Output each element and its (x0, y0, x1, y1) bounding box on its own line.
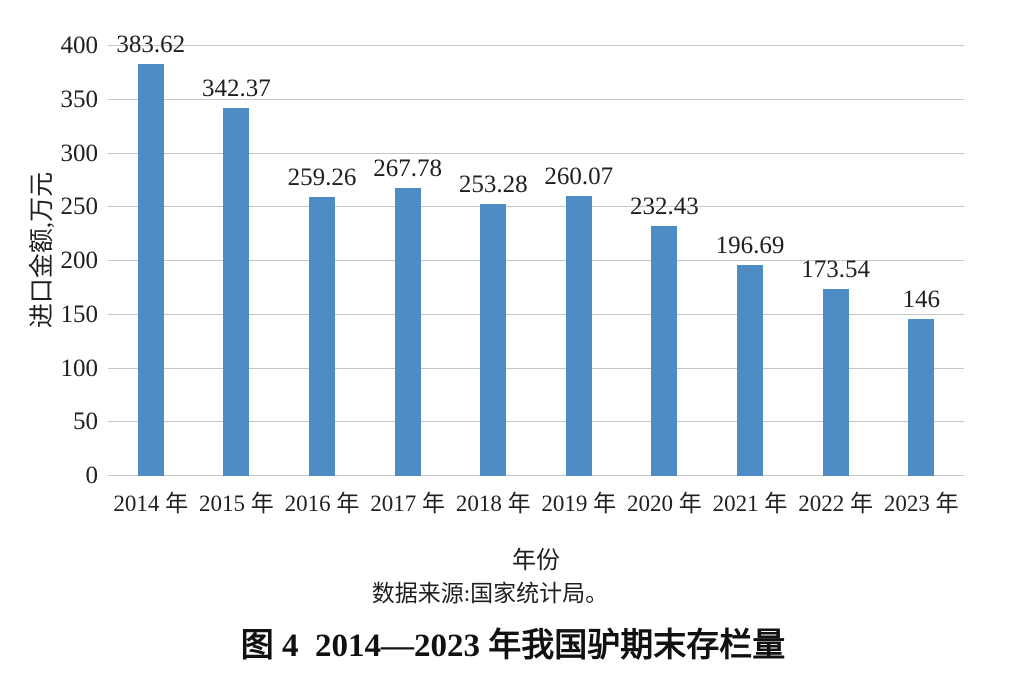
x-tick-label: 2015 年 (199, 491, 274, 516)
figure-caption: 图 4 2014—2023 年我国驴期末存栏量 (240, 628, 786, 664)
x-tick-label: 2023 年 (883, 491, 959, 516)
gridline (108, 45, 964, 46)
value-label: 267.78 (373, 155, 442, 183)
x-tick-label: 2014 年 (113, 491, 189, 516)
gridline (108, 260, 964, 261)
value-label: 146 (902, 286, 940, 314)
x-tick-label: 2021 年 (712, 491, 788, 516)
y-tick-label: 50 (73, 408, 98, 436)
y-tick-label: 100 (60, 354, 99, 382)
y-tick-label: 200 (60, 247, 99, 274)
x-tick-label: 2018 年 (455, 491, 531, 516)
bar (137, 63, 164, 476)
gridline (108, 206, 964, 208)
value-label: 260.07 (544, 163, 614, 191)
x-tick-label: 2017 年 (370, 491, 445, 516)
value-label: 196.69 (715, 231, 785, 259)
value-label: 232.43 (630, 193, 699, 221)
y-tick-label: 400 (60, 32, 99, 59)
y-tick-label: 350 (60, 85, 99, 113)
value-label: 383.62 (116, 30, 186, 58)
gridline (108, 313, 964, 315)
data-source-note: 数据来源:国家统计局。 (371, 581, 609, 606)
value-label: 253.28 (458, 170, 528, 198)
bar (480, 203, 507, 476)
x-tick-label: 2020 年 (627, 491, 702, 516)
bar (223, 107, 250, 476)
gridline (108, 98, 964, 100)
bar (651, 226, 678, 476)
x-axis-title: 年份 (512, 548, 560, 574)
y-tick-label: 0 (85, 462, 99, 489)
bar-chart-plot-area: 0 50 100 150 200 250 300 350 400 383.62 2014 年 342.… (61, 31, 964, 516)
y-tick-label: 300 (60, 139, 99, 167)
bar (822, 289, 849, 476)
value-label: 173.54 (801, 256, 870, 284)
value-label: 259.26 (287, 164, 357, 192)
value-label: 342.37 (202, 74, 271, 102)
x-tick-label: 2019 年 (541, 491, 617, 516)
y-tick-label: 150 (60, 300, 99, 328)
y-tick-label: 250 (60, 193, 99, 221)
gridline (108, 152, 964, 154)
gridline (108, 367, 964, 369)
bar (565, 196, 592, 476)
bar (394, 188, 421, 476)
bar (908, 319, 935, 476)
bar (309, 197, 335, 476)
x-tick-label: 2016 年 (284, 491, 360, 516)
gridline (108, 421, 964, 423)
x-tick-label: 2022 年 (798, 491, 873, 516)
bar (737, 264, 763, 476)
gridline (108, 475, 964, 476)
